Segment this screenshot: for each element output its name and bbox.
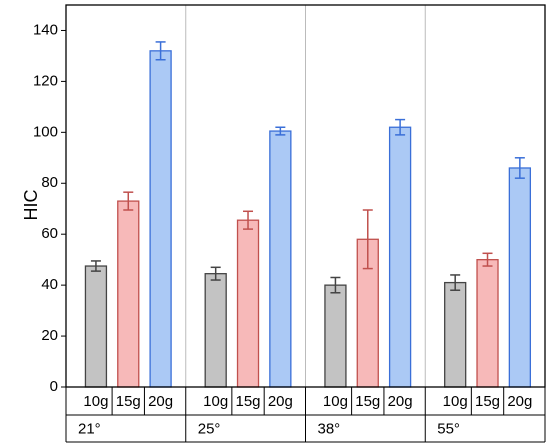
y-tick-label: 0 <box>50 378 58 395</box>
series-label: 10g <box>443 393 468 410</box>
bar <box>269 130 292 388</box>
bar <box>117 200 140 388</box>
category-label: 21° <box>78 420 101 437</box>
error-bar <box>155 41 166 61</box>
series-label: 20g <box>268 393 293 410</box>
series-label: 20g <box>388 393 413 410</box>
series-label: 15g <box>236 393 261 410</box>
y-tick-label: 20 <box>41 327 58 344</box>
series-label: 10g <box>323 393 348 410</box>
error-bar <box>210 266 221 281</box>
series-label: 20g <box>507 393 532 410</box>
bar <box>149 50 172 388</box>
error-bar <box>514 157 525 179</box>
category-label: 55° <box>437 420 460 437</box>
category-label: 25° <box>198 420 221 437</box>
series-label: 10g <box>83 393 108 410</box>
y-tick-label: 40 <box>41 276 58 293</box>
y-axis-label: HIC <box>21 190 41 221</box>
error-bar <box>362 209 373 270</box>
bar <box>444 281 467 388</box>
error-bar <box>330 276 341 294</box>
bar <box>476 259 499 388</box>
error-bar <box>243 210 254 230</box>
bar <box>204 273 227 388</box>
series-label: 15g <box>116 393 141 410</box>
bar <box>388 126 412 388</box>
bar <box>324 284 347 388</box>
series-label: 10g <box>203 393 228 410</box>
error-bar <box>275 126 286 136</box>
error-bar <box>123 191 134 211</box>
series-label: 15g <box>355 393 380 410</box>
y-tick-label: 140 <box>33 21 58 38</box>
error-bar <box>482 252 493 267</box>
y-tick-label: 120 <box>33 72 58 89</box>
y-tick-label: 80 <box>41 174 58 191</box>
y-tick-label: 100 <box>33 123 58 140</box>
bar <box>236 219 260 388</box>
series-label: 15g <box>475 393 500 410</box>
y-tick-label: 60 <box>41 225 58 242</box>
category-label: 38° <box>318 420 341 437</box>
bar <box>508 167 532 388</box>
error-bar <box>450 274 461 291</box>
series-label: 20g <box>148 393 173 410</box>
plot-frame <box>65 4 546 388</box>
error-bar <box>395 118 406 136</box>
bar <box>84 265 108 388</box>
error-bar <box>90 260 101 272</box>
